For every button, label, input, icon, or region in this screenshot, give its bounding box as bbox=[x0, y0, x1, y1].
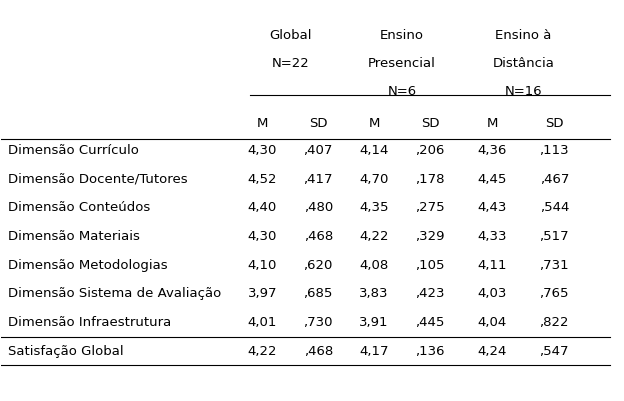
Text: 4,03: 4,03 bbox=[477, 288, 507, 300]
Text: 3,83: 3,83 bbox=[359, 288, 389, 300]
Text: ,417: ,417 bbox=[303, 173, 333, 186]
Text: Ensino à: Ensino à bbox=[495, 29, 552, 42]
Text: 4,40: 4,40 bbox=[248, 201, 277, 215]
Text: ,685: ,685 bbox=[303, 288, 333, 300]
Text: ,730: ,730 bbox=[303, 316, 333, 329]
Text: ,822: ,822 bbox=[540, 316, 569, 329]
Text: SD: SD bbox=[545, 117, 563, 130]
Text: ,544: ,544 bbox=[540, 201, 569, 215]
Text: ,178: ,178 bbox=[416, 173, 445, 186]
Text: ,765: ,765 bbox=[540, 288, 569, 300]
Text: N=6: N=6 bbox=[388, 85, 417, 98]
Text: 4,45: 4,45 bbox=[477, 173, 507, 186]
Text: 4,04: 4,04 bbox=[477, 316, 507, 329]
Text: 4,17: 4,17 bbox=[359, 344, 389, 358]
Text: ,445: ,445 bbox=[416, 316, 445, 329]
Text: ,468: ,468 bbox=[304, 230, 333, 243]
Text: ,136: ,136 bbox=[416, 344, 445, 358]
Text: 4,22: 4,22 bbox=[248, 344, 277, 358]
Text: ,206: ,206 bbox=[416, 144, 445, 157]
Text: Satisfação Global: Satisfação Global bbox=[7, 344, 123, 358]
Text: ,275: ,275 bbox=[415, 201, 445, 215]
Text: 3,91: 3,91 bbox=[359, 316, 389, 329]
Text: ,467: ,467 bbox=[540, 173, 569, 186]
Text: Presencial: Presencial bbox=[368, 57, 436, 70]
Text: 4,01: 4,01 bbox=[248, 316, 277, 329]
Text: Distância: Distância bbox=[492, 57, 554, 70]
Text: Dimensão Sistema de Avaliação: Dimensão Sistema de Avaliação bbox=[7, 288, 221, 300]
Text: 3,97: 3,97 bbox=[248, 288, 277, 300]
Text: N=16: N=16 bbox=[504, 85, 542, 98]
Text: Ensino: Ensino bbox=[380, 29, 424, 42]
Text: Dimensão Materiais: Dimensão Materiais bbox=[7, 230, 140, 243]
Text: ,468: ,468 bbox=[304, 344, 333, 358]
Text: ,105: ,105 bbox=[416, 259, 445, 272]
Text: 4,22: 4,22 bbox=[359, 230, 389, 243]
Text: 4,14: 4,14 bbox=[359, 144, 389, 157]
Text: ,517: ,517 bbox=[540, 230, 569, 243]
Text: ,329: ,329 bbox=[416, 230, 445, 243]
Text: M: M bbox=[487, 117, 498, 130]
Text: SD: SD bbox=[421, 117, 439, 130]
Text: 4,36: 4,36 bbox=[477, 144, 507, 157]
Text: ,480: ,480 bbox=[304, 201, 333, 215]
Text: SD: SD bbox=[309, 117, 328, 130]
Text: Dimensão Infraestrutura: Dimensão Infraestrutura bbox=[7, 316, 171, 329]
Text: 4,11: 4,11 bbox=[477, 259, 507, 272]
Text: Dimensão Conteúdos: Dimensão Conteúdos bbox=[7, 201, 150, 215]
Text: 4,43: 4,43 bbox=[477, 201, 507, 215]
Text: N=22: N=22 bbox=[271, 57, 309, 70]
Text: 4,70: 4,70 bbox=[359, 173, 389, 186]
Text: Global: Global bbox=[269, 29, 311, 42]
Text: 4,30: 4,30 bbox=[248, 230, 277, 243]
Text: 4,30: 4,30 bbox=[248, 144, 277, 157]
Text: 4,08: 4,08 bbox=[359, 259, 389, 272]
Text: 4,33: 4,33 bbox=[477, 230, 507, 243]
Text: Dimensão Currículo: Dimensão Currículo bbox=[7, 144, 139, 157]
Text: 4,24: 4,24 bbox=[477, 344, 507, 358]
Text: ,547: ,547 bbox=[540, 344, 569, 358]
Text: ,113: ,113 bbox=[540, 144, 569, 157]
Text: ,423: ,423 bbox=[416, 288, 445, 300]
Text: 4,52: 4,52 bbox=[248, 173, 277, 186]
Text: Dimensão Docente/Tutores: Dimensão Docente/Tutores bbox=[7, 173, 187, 186]
Text: ,731: ,731 bbox=[540, 259, 569, 272]
Text: M: M bbox=[256, 117, 268, 130]
Text: ,407: ,407 bbox=[303, 144, 333, 157]
Text: Dimensão Metodologias: Dimensão Metodologias bbox=[7, 259, 167, 272]
Text: M: M bbox=[368, 117, 380, 130]
Text: 4,35: 4,35 bbox=[359, 201, 389, 215]
Text: ,620: ,620 bbox=[303, 259, 333, 272]
Text: 4,10: 4,10 bbox=[248, 259, 277, 272]
